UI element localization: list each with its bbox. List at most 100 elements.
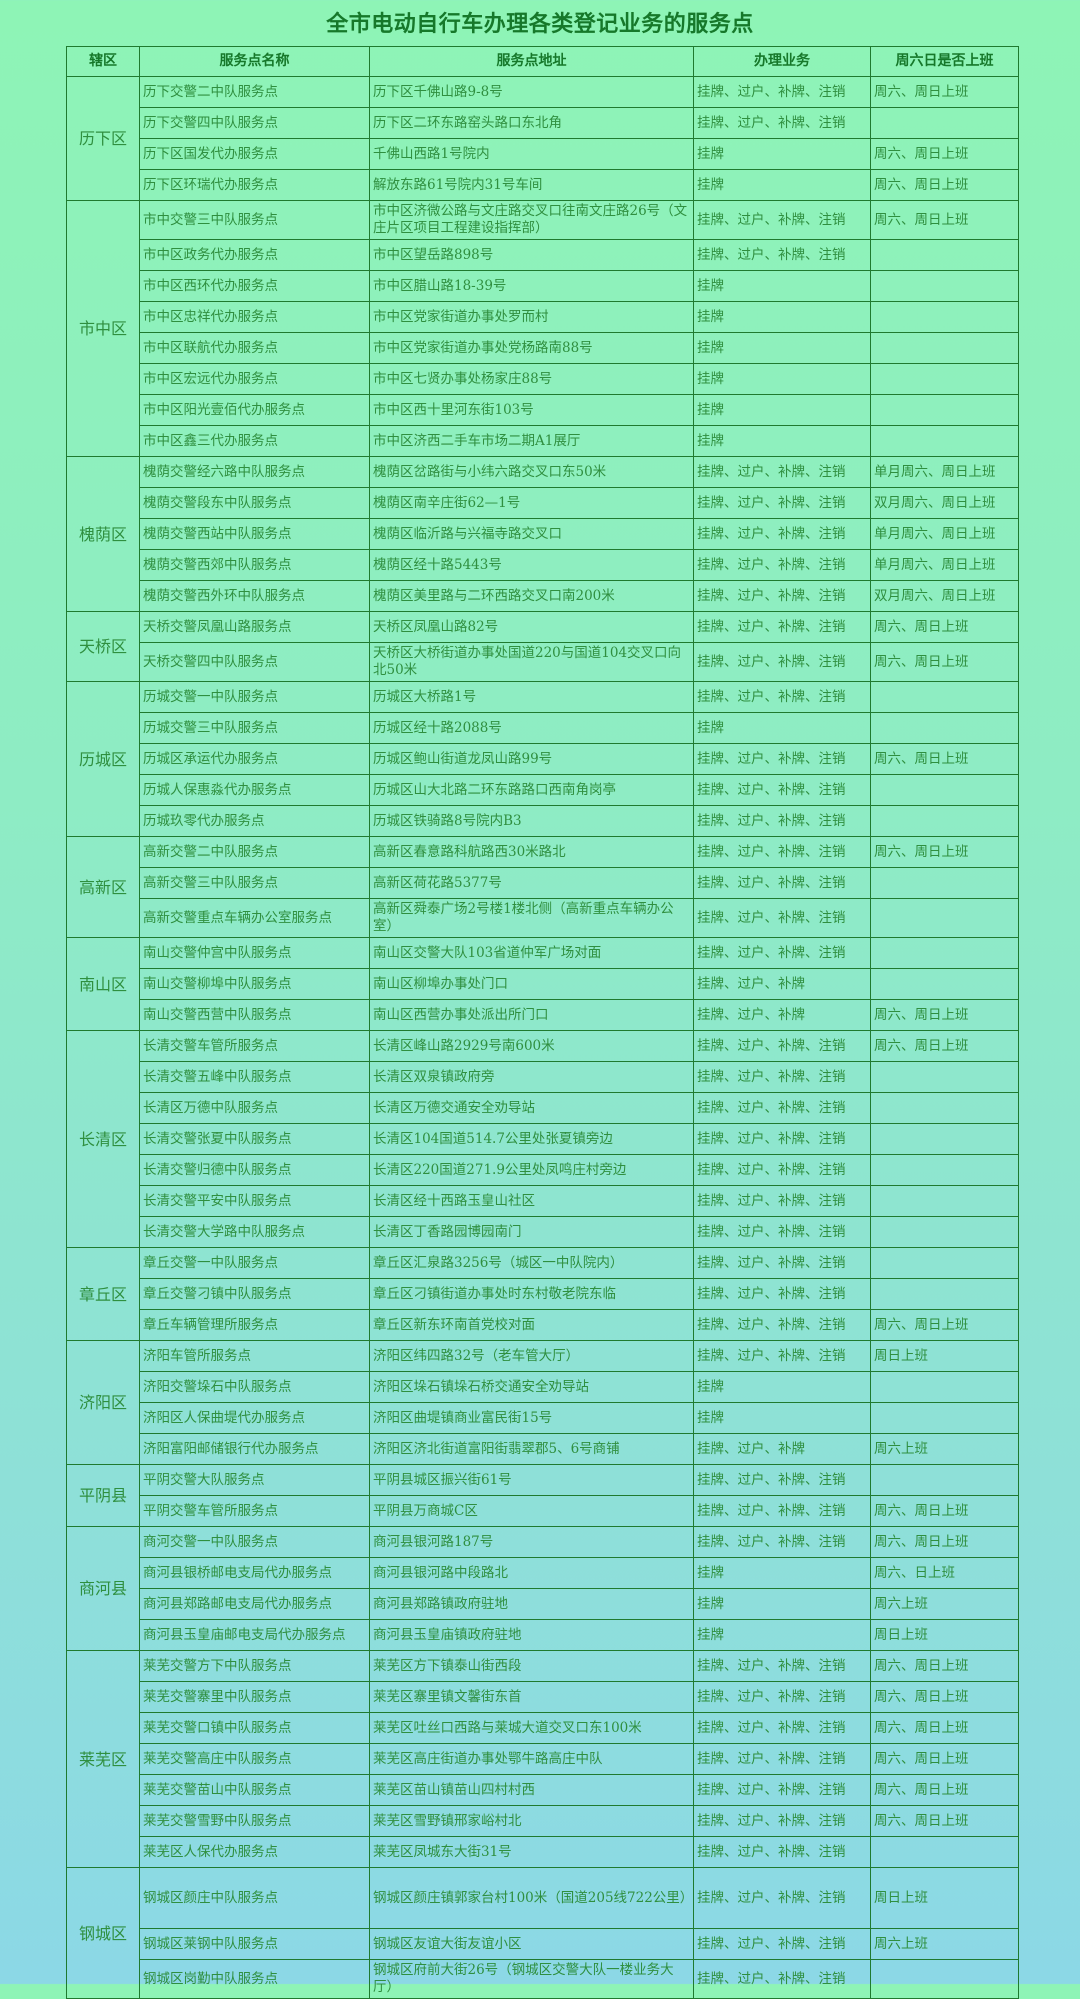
service-business: 挂牌、过户、补牌、注销 [693, 774, 871, 806]
header-address: 服务点地址 [369, 46, 694, 77]
weekend-hours [870, 712, 1019, 744]
service-business: 挂牌、过户、补牌、注销 [693, 1247, 871, 1279]
district-cell: 历下区 [66, 76, 140, 201]
table-row: 莱芜交警口镇中队服务点 莱芜区吐丝口西路与莱城大道交叉口东100米 挂牌、过户、补牌… [67, 1712, 1019, 1744]
service-business: 挂牌、过户、补牌、注销 [693, 1836, 871, 1868]
weekend-hours [870, 681, 1019, 713]
weekend-hours: 周六、周日上班 [870, 1774, 1019, 1806]
service-point-address: 槐荫区美里路与二环西路交叉口南200米 [369, 580, 694, 612]
service-business: 挂牌 [693, 1588, 871, 1620]
table-row: 钢城区莱钢中队服务点 钢城区友谊大街友谊小区 挂牌、过户、补牌、注销 周六上班 [67, 1928, 1019, 1960]
service-point-name: 高新交警二中队服务点 [139, 836, 370, 868]
weekend-hours: 周六、周日上班 [870, 200, 1019, 240]
weekend-hours [870, 239, 1019, 271]
weekend-hours: 周六、周日上班 [870, 76, 1019, 108]
service-point-name: 莱芜交警苗山中队服务点 [139, 1774, 370, 1806]
district-cell: 槐荫区 [66, 456, 140, 612]
service-business: 挂牌、过户、补牌、注销 [693, 1061, 871, 1093]
weekend-hours [870, 1092, 1019, 1124]
service-point-name: 长清区万德中队服务点 [139, 1092, 370, 1124]
service-point-address: 市中区党家街道办事处党杨路南88号 [369, 332, 694, 364]
table-row: 南山交警西营中队服务点 南山区西营办事处派出所门口 挂牌、过户、补牌 周六、周日上班 [67, 999, 1019, 1031]
service-point-address: 商河县银河路中段路北 [369, 1557, 694, 1589]
service-business: 挂牌、过户、补牌、注销 [693, 107, 871, 139]
service-business: 挂牌 [693, 270, 871, 302]
table-row: 市中区阳光壹佰代办服务点 市中区西十里河东街103号 挂牌 [67, 394, 1019, 426]
service-business: 挂牌、过户、补牌、注销 [693, 1340, 871, 1372]
service-point-name: 钢城区莱钢中队服务点 [139, 1928, 370, 1960]
weekend-hours [870, 937, 1019, 969]
weekend-hours [870, 898, 1019, 938]
district-cell: 历城区 [66, 681, 140, 837]
weekend-hours: 周六、周日上班 [870, 1030, 1019, 1062]
service-point-address: 市中区望岳路898号 [369, 239, 694, 271]
service-business: 挂牌、过户、补牌、注销 [693, 76, 871, 108]
table-row: 历城人保惠淼代办服务点 历城区山大北路二环东路路口西南角岗亭 挂牌、过户、补牌、注销 [67, 774, 1019, 806]
service-point-address: 历城区铁骑路8号院内B3 [369, 805, 694, 837]
service-point-address: 长清区丁香路园博园南门 [369, 1216, 694, 1248]
service-point-name: 钢城区颜庄中队服务点 [139, 1867, 370, 1929]
service-business: 挂牌、过户、补牌、注销 [693, 1681, 871, 1713]
service-point-address: 平阴县万商城C区 [369, 1495, 694, 1527]
service-point-address: 南山区西营办事处派出所门口 [369, 999, 694, 1031]
service-point-name: 长清交警归德中队服务点 [139, 1154, 370, 1186]
table-row: 南山区 南山交警仲宫中队服务点 南山区交警大队103省道仲军广场对面 挂牌、过户、补牌… [66, 937, 1019, 1031]
weekend-hours: 周六上班 [870, 1588, 1019, 1620]
service-business: 挂牌、过户、补牌、注销 [693, 1867, 871, 1929]
service-point-name: 历城交警三中队服务点 [139, 712, 370, 744]
service-point-name: 市中区鑫三代办服务点 [139, 425, 370, 457]
table-row: 高新交警三中队服务点 高新区荷花路5377号 挂牌、过户、补牌、注销 [67, 867, 1019, 899]
service-point-address: 济阳区纬四路32号（老车管大厅） [369, 1340, 694, 1372]
service-point-name: 天桥交警凤凰山路服务点 [139, 611, 370, 643]
table-row: 济阳区人保曲堤代办服务点 济阳区曲堤镇商业富民街15号 挂牌 [67, 1402, 1019, 1434]
table-row: 平阴县 平阴交警大队服务点 平阴县城区振兴街61号 挂牌、过户、补牌、注销 [66, 1464, 1019, 1527]
service-business: 挂牌 [693, 1557, 871, 1589]
table-row: 市中区政务代办服务点 市中区望岳路898号 挂牌、过户、补牌、注销 [67, 239, 1019, 271]
table-row: 平阴交警车管所服务点 平阴县万商城C区 挂牌、过户、补牌、注销 周六、周日上班 [67, 1495, 1019, 1527]
service-business: 挂牌、过户、补牌、注销 [693, 1154, 871, 1186]
weekend-hours: 周日上班 [870, 1619, 1019, 1651]
service-business: 挂牌 [693, 1371, 871, 1403]
table-row: 商河县银桥邮电支局代办服务点 商河县银河路中段路北 挂牌 周六、日上班 [67, 1557, 1019, 1589]
district-cell: 平阴县 [66, 1464, 140, 1527]
service-business: 挂牌、过户、补牌、注销 [693, 1805, 871, 1837]
service-point-name: 长清交警平安中队服务点 [139, 1185, 370, 1217]
service-point-name: 商河县玉皇庙邮电支局代办服务点 [139, 1619, 370, 1651]
service-point-address: 长清区220国道271.9公里处凤鸣庄村旁边 [369, 1154, 694, 1186]
weekend-hours: 周六上班 [870, 1928, 1019, 1960]
service-point-name: 商河交警一中队服务点 [139, 1526, 370, 1558]
service-point-name: 莱芜交警口镇中队服务点 [139, 1712, 370, 1744]
service-point-address: 长清区104国道514.7公里处张夏镇旁边 [369, 1123, 694, 1155]
table-row: 章丘区 章丘交警一中队服务点 章丘区汇泉路3256号（城区一中队院内） 挂牌、过户、补… [66, 1247, 1019, 1341]
service-business: 挂牌 [693, 425, 871, 457]
service-point-address: 槐荫区岔路街与小纬六路交叉口东50米 [369, 456, 694, 488]
weekend-hours: 周六、周日上班 [870, 1309, 1019, 1341]
service-business: 挂牌、过户、补牌、注销 [693, 836, 871, 868]
weekend-hours: 双月周六、周日上班 [870, 487, 1019, 519]
service-business: 挂牌 [693, 138, 871, 170]
service-point-name: 市中区宏远代办服务点 [139, 363, 370, 395]
table-row: 历城玖零代办服务点 历城区铁骑路8号院内B3 挂牌、过户、补牌、注销 [67, 805, 1019, 837]
service-point-address: 市中区济微公路与文庄路交叉口往南文庄路26号（文庄片区项目工程建设指挥部） [369, 200, 694, 240]
weekend-hours: 周六、周日上班 [870, 169, 1019, 201]
service-business: 挂牌 [693, 712, 871, 744]
service-business: 挂牌、过户、补牌、注销 [693, 1216, 871, 1248]
service-point-name: 市中区忠祥代办服务点 [139, 301, 370, 333]
service-business: 挂牌、过户、补牌、注销 [693, 1123, 871, 1155]
table-row: 长清交警平安中队服务点 长清区经十西路玉皇山社区 挂牌、过户、补牌、注销 [67, 1185, 1019, 1217]
service-business: 挂牌 [693, 169, 871, 201]
table-row: 商河县 商河交警一中队服务点 商河县银河路187号 挂牌、过户、补牌、注销 周六、周日上… [66, 1526, 1019, 1651]
weekend-hours [870, 774, 1019, 806]
table-row: 市中区西环代办服务点 市中区腊山路18-39号 挂牌 [67, 270, 1019, 302]
weekend-hours: 周六上班 [870, 1433, 1019, 1465]
service-point-address: 历城区山大北路二环东路路口西南角岗亭 [369, 774, 694, 806]
service-point-name: 长清交警车管所服务点 [139, 1030, 370, 1062]
service-point-name: 南山交警仲宫中队服务点 [139, 937, 370, 969]
service-point-address: 历城区经十路2088号 [369, 712, 694, 744]
weekend-hours: 周日上班 [870, 1867, 1019, 1929]
weekend-hours [870, 332, 1019, 364]
weekend-hours: 周六、周日上班 [870, 642, 1019, 682]
weekend-hours: 周六、周日上班 [870, 743, 1019, 775]
service-point-address: 槐荫区临沂路与兴福寺路交叉口 [369, 518, 694, 550]
service-point-address: 市中区腊山路18-39号 [369, 270, 694, 302]
